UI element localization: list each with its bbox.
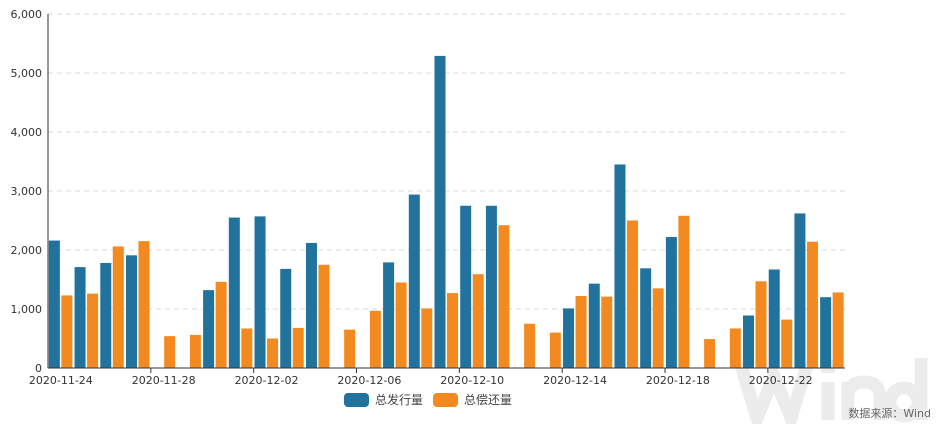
- y-tick-label: 1,000: [11, 303, 43, 316]
- bar-repayment: [369, 310, 381, 368]
- bar-repayment: [241, 328, 253, 368]
- bar-repayment: [704, 339, 716, 368]
- bar-repayment: [601, 296, 613, 368]
- bar-repayment: [318, 264, 330, 368]
- bar-issuance: [48, 240, 60, 368]
- legend: 总发行量 总偿还量: [344, 391, 522, 408]
- bar-repayment: [678, 215, 690, 368]
- bar-repayment: [781, 319, 793, 368]
- bar-repayment: [626, 220, 638, 368]
- legend-label-issuance: 总发行量: [375, 393, 424, 407]
- bar-issuance: [665, 237, 677, 368]
- bar-repayment: [498, 225, 510, 368]
- bar-repayment: [189, 334, 201, 368]
- bar-repayment: [524, 323, 536, 368]
- bar-issuance: [408, 194, 420, 368]
- x-tick-label: 2020-12-18: [646, 374, 710, 387]
- bar-issuance: [74, 267, 86, 368]
- bar-issuance: [460, 205, 472, 368]
- y-tick-label: 4,000: [11, 126, 43, 139]
- bar-repayment: [421, 308, 433, 368]
- bar-issuance: [794, 213, 806, 368]
- bar-repayment: [164, 336, 176, 368]
- bar-repayment: [138, 241, 150, 368]
- legend-swatch-repayment: [433, 392, 459, 407]
- bar-issuance: [100, 262, 112, 368]
- bar-issuance: [280, 268, 292, 368]
- bar-issuance: [820, 297, 832, 368]
- legend-item-issuance[interactable]: 总发行量: [344, 391, 423, 408]
- bar-issuance: [743, 315, 755, 368]
- bar-issuance: [485, 205, 497, 368]
- legend-label-repayment: 总偿还量: [464, 393, 513, 407]
- y-tick-label: 3,000: [11, 185, 43, 198]
- bar-issuance: [614, 164, 626, 368]
- bar-repayment: [806, 241, 818, 368]
- bar-issuance: [640, 268, 652, 368]
- bar-repayment: [472, 274, 484, 368]
- bar-repayment: [215, 281, 227, 368]
- bar-repayment: [267, 338, 279, 368]
- bar-repayment: [292, 327, 304, 368]
- legend-item-repayment[interactable]: 总偿还量: [433, 391, 512, 408]
- bar-repayment: [729, 328, 741, 368]
- bar-repayment: [832, 292, 844, 368]
- watermark-letter-n: [841, 375, 887, 420]
- x-tick-label: 2020-12-22: [749, 374, 813, 387]
- bar-repayment: [549, 332, 561, 368]
- bar-repayment: [87, 293, 99, 368]
- bar-issuance: [588, 283, 600, 368]
- x-tick-label: 2020-11-24: [29, 374, 93, 387]
- bar-issuance: [125, 255, 137, 368]
- watermark-letter-w: [733, 358, 815, 424]
- x-tick-label: 2020-12-02: [235, 374, 299, 387]
- x-tick-label: 2020-12-06: [337, 374, 401, 387]
- bar-issuance: [254, 216, 266, 368]
- data-source: 数据来源：Wind: [848, 407, 931, 420]
- bar-repayment: [652, 288, 664, 368]
- bar-issuance: [768, 269, 780, 368]
- bar-repayment: [755, 281, 767, 368]
- x-tick-label: 2020-12-14: [543, 374, 607, 387]
- bar-repayment: [112, 246, 124, 368]
- bar-issuance: [434, 55, 446, 368]
- bar-repayment: [447, 293, 458, 368]
- bar-issuance: [563, 308, 575, 368]
- y-tick-label: 2,000: [11, 244, 43, 257]
- bar-issuance: [383, 262, 395, 368]
- legend-swatch-issuance: [344, 392, 369, 407]
- y-tick-label: 5,000: [11, 67, 43, 80]
- bar-issuance: [203, 290, 215, 368]
- x-tick-label: 2020-12-10: [440, 374, 504, 387]
- bar-repayment: [61, 295, 73, 368]
- bar-repayment: [395, 282, 407, 368]
- bar-issuance: [228, 217, 240, 368]
- x-tick-label: 2020-11-28: [132, 374, 196, 387]
- bar-chart: 0 1,000 2,000 3,000 4,000 5,000 6,000 2020-11-2…: [11, 8, 845, 387]
- bar-repayment: [575, 296, 587, 368]
- y-tick-label: 0: [35, 362, 42, 375]
- y-tick-label: 6,000: [11, 8, 43, 21]
- bar-issuance: [305, 242, 317, 368]
- bar-repayment: [344, 329, 356, 368]
